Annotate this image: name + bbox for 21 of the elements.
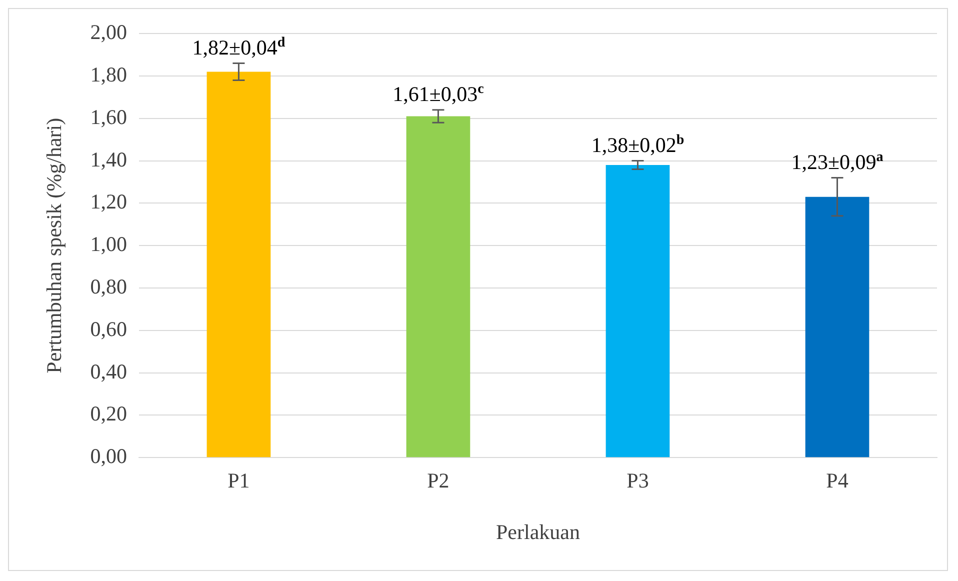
y-tick-label: 1,00 xyxy=(90,232,127,256)
x-tick-label: P1 xyxy=(228,468,250,493)
x-axis-title: Perlakuan xyxy=(496,520,580,544)
x-tick-label: P2 xyxy=(427,468,450,493)
y-tick-label: 1,20 xyxy=(90,190,127,214)
bar xyxy=(805,196,870,458)
y-tick-label: 1,80 xyxy=(90,62,127,87)
y-tick-label: 0,20 xyxy=(90,402,127,426)
y-tick-label: 1,40 xyxy=(90,147,127,172)
y-tick-label: 0,00 xyxy=(90,444,127,468)
bar xyxy=(606,165,670,458)
bar xyxy=(406,116,470,458)
y-tick-label: 1,60 xyxy=(90,104,127,129)
y-tick-label: 0,80 xyxy=(90,274,127,299)
y-axis-title: Pertumbuhan spesik (%g/hari) xyxy=(42,118,66,374)
y-tick-label: 2,00 xyxy=(90,20,127,44)
x-tick-label: P3 xyxy=(626,468,649,493)
bar xyxy=(206,72,271,458)
x-tick-label: P4 xyxy=(826,468,849,493)
y-tick-label: 0,60 xyxy=(90,316,127,341)
y-tick-label: 0,40 xyxy=(90,359,127,384)
